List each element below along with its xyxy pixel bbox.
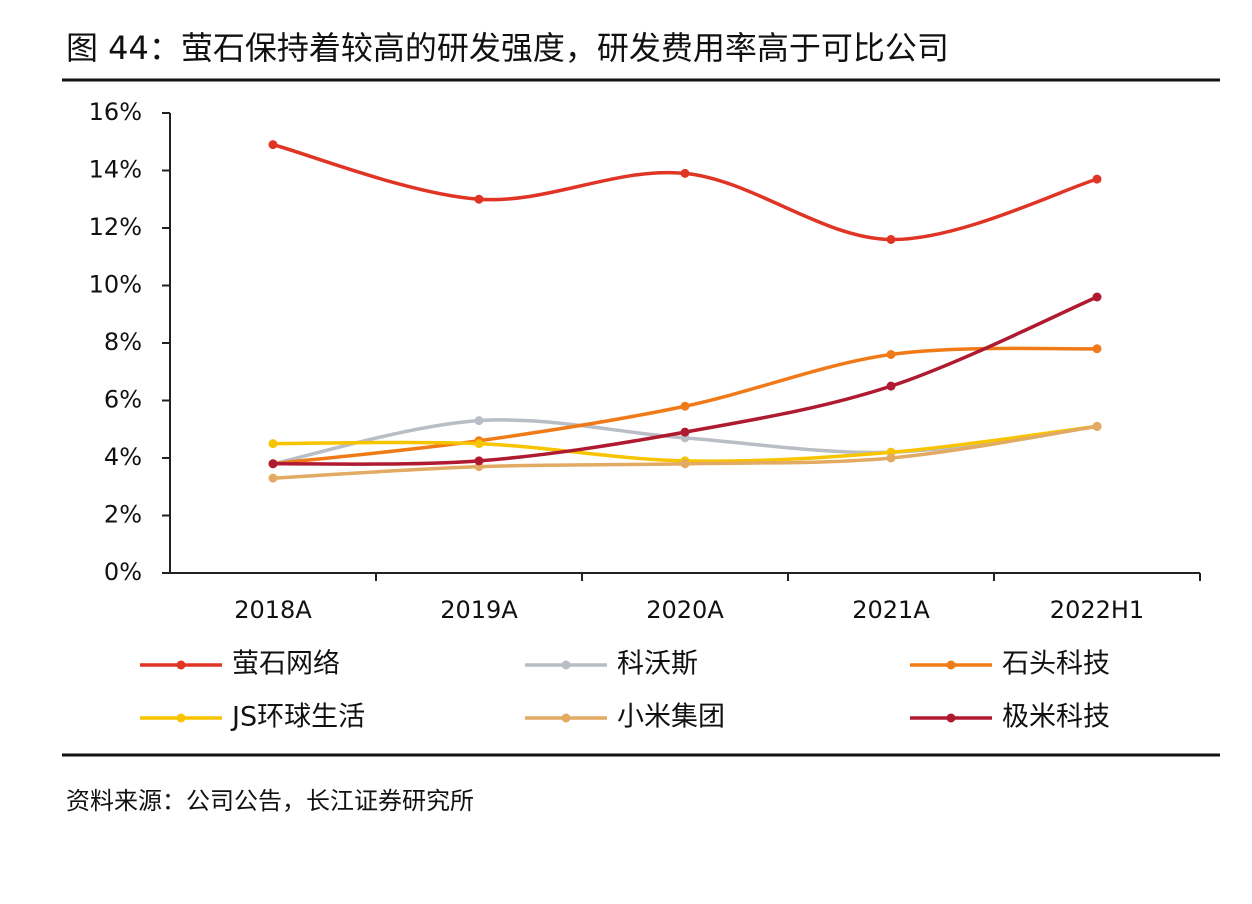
legend-marker xyxy=(561,713,571,723)
y-tick-label: 4% xyxy=(104,443,142,471)
y-tick-label: 14% xyxy=(89,156,142,184)
point xyxy=(268,140,278,150)
point xyxy=(474,439,484,449)
y-tick-label: 6% xyxy=(104,386,142,414)
point xyxy=(474,194,484,204)
point xyxy=(1092,421,1102,431)
point xyxy=(886,381,896,391)
point xyxy=(1092,174,1102,184)
x-tick-label: 2021A xyxy=(852,596,930,624)
point xyxy=(886,453,896,463)
point xyxy=(680,427,690,437)
y-tick-label: 16% xyxy=(89,98,142,126)
point xyxy=(474,456,484,466)
x-tick-label: 2019A xyxy=(440,596,518,624)
y-tick-label: 10% xyxy=(89,271,142,299)
point xyxy=(1092,292,1102,302)
point xyxy=(680,401,690,411)
legend-marker xyxy=(946,660,956,670)
legend-marker xyxy=(946,713,956,723)
point xyxy=(1092,344,1102,354)
y-tick-label: 12% xyxy=(89,213,142,241)
point xyxy=(474,416,484,426)
legend-label: 极米科技 xyxy=(1002,702,1110,733)
y-tick-label: 2% xyxy=(104,501,142,529)
chart-title: 图 44：萤石保持着较高的研发强度，研发费用率高于可比公司 xyxy=(66,29,949,67)
series-line xyxy=(272,142,1098,242)
source-note: 资料来源：公司公告，长江证券研究所 xyxy=(66,787,474,815)
y-tick-label: 0% xyxy=(104,558,142,586)
x-tick-label: 2022H1 xyxy=(1050,596,1144,624)
legend-marker xyxy=(176,660,186,670)
x-tick-label: 2018A xyxy=(234,596,312,624)
legend-marker xyxy=(176,713,186,723)
point xyxy=(886,235,896,244)
legend-label: 科沃斯 xyxy=(617,649,698,680)
point xyxy=(268,473,278,483)
legend-label: 石头科技 xyxy=(1002,649,1110,680)
legend-label: JS环球生活 xyxy=(230,702,365,733)
point xyxy=(268,439,278,449)
y-tick-label: 8% xyxy=(104,328,142,356)
x-tick-label: 2020A xyxy=(646,596,724,624)
point xyxy=(680,168,690,178)
legend-marker xyxy=(561,660,571,670)
legend-label: 小米集团 xyxy=(617,702,725,733)
legend-label: 萤石网络 xyxy=(232,649,340,680)
point xyxy=(886,350,896,359)
point xyxy=(680,459,690,469)
point xyxy=(268,459,278,469)
